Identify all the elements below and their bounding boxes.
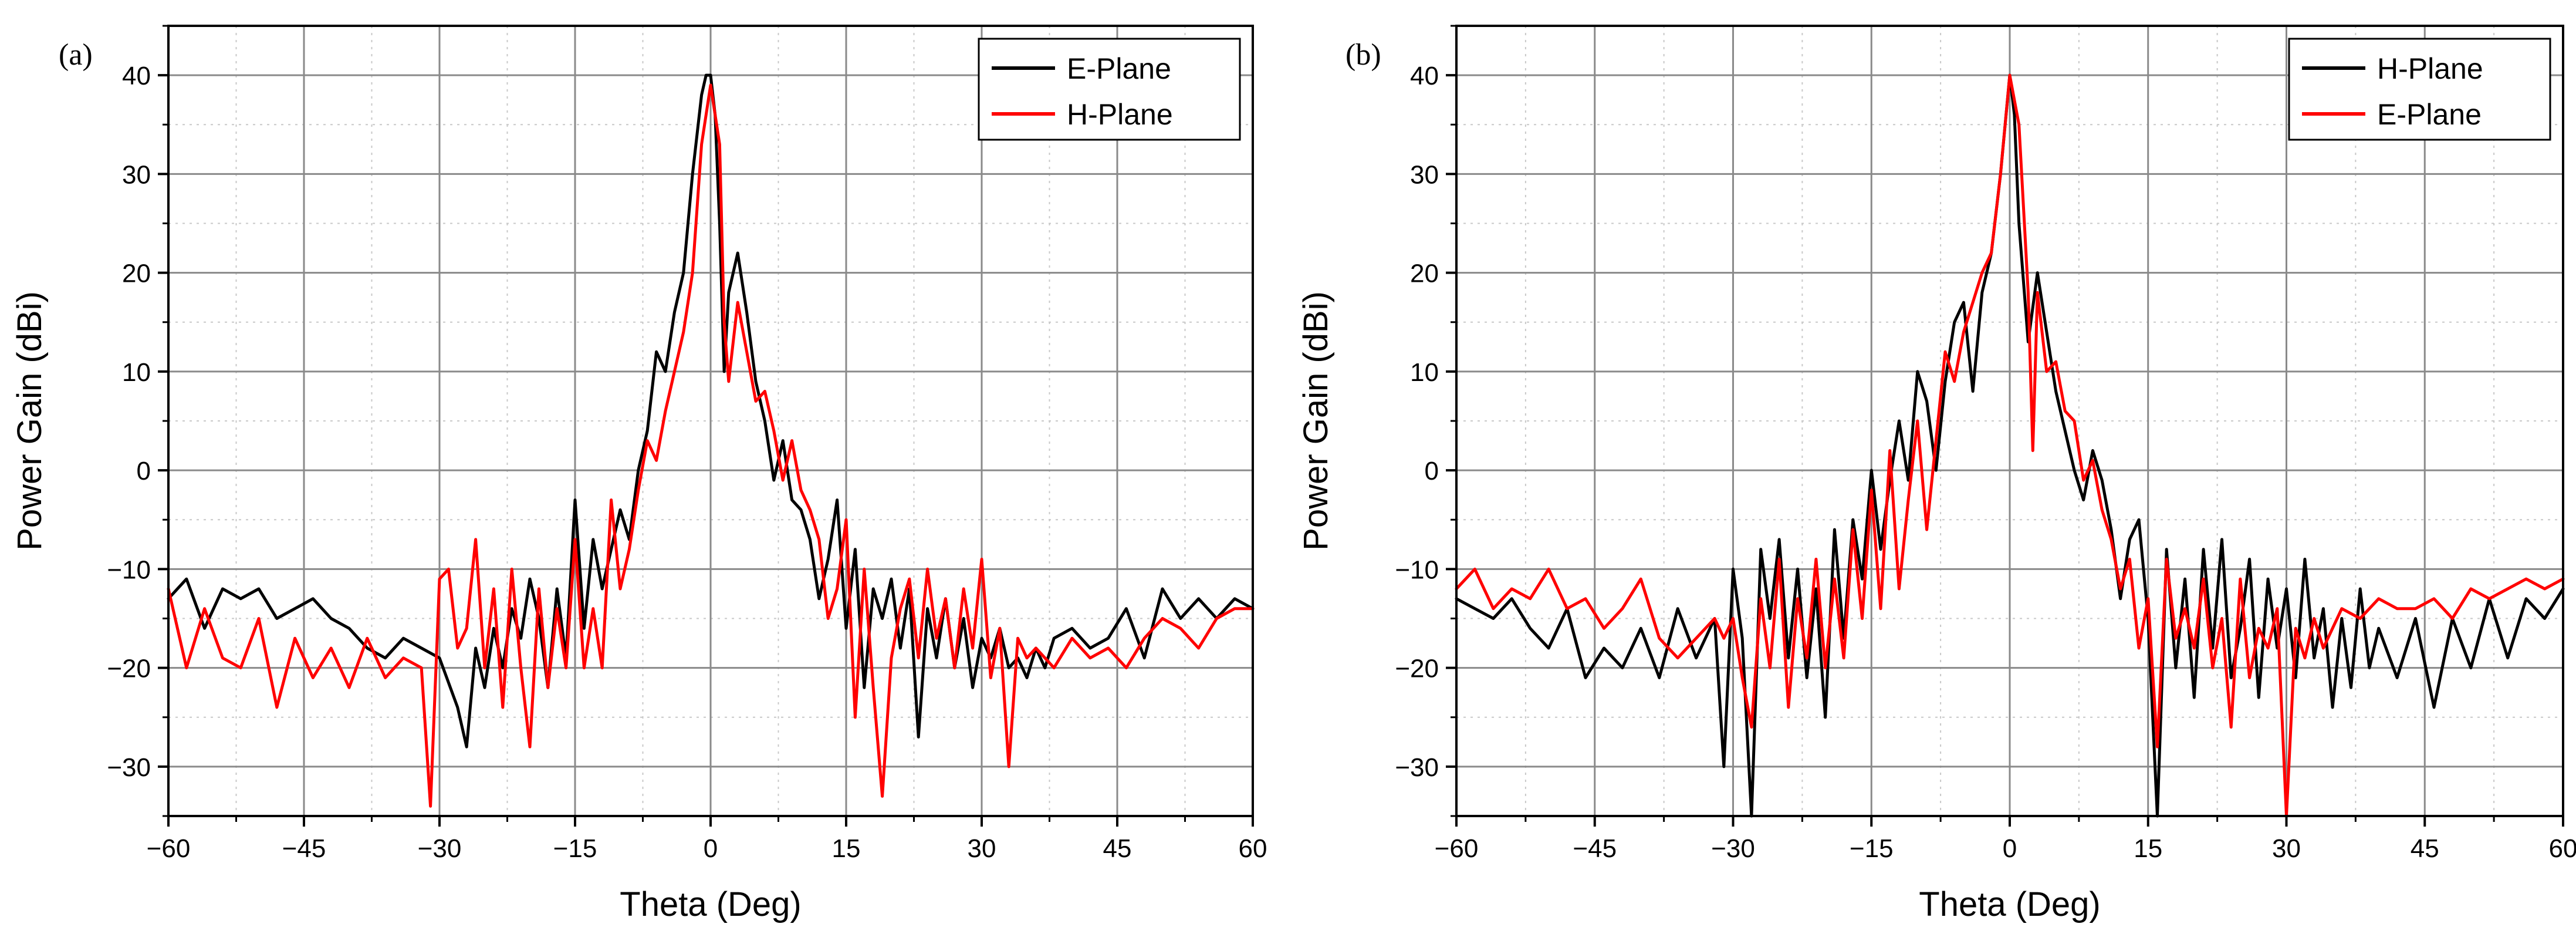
y-tick-label: −20 [1395, 655, 1439, 683]
x-tick-label: 30 [2272, 834, 2301, 863]
grid [1456, 25, 2563, 817]
legend-label-e-plane: E-Plane [2377, 98, 2482, 131]
y-axis-title: Power Gain (dBi) [1297, 291, 1335, 551]
legend-label-e-plane: E-Plane [1067, 52, 1171, 85]
y-tick-label: 30 [122, 160, 151, 189]
legend-label-h-plane: H-Plane [2377, 52, 2483, 85]
x-tick-label: −15 [553, 834, 597, 863]
x-tick-label: −45 [282, 834, 326, 863]
x-tick-label: 60 [2549, 834, 2576, 863]
series-line-h-plane [1455, 73, 2565, 818]
legend-label-h-plane: H-Plane [1067, 98, 1173, 131]
chart-panel-a: −60 −45 −30 −15 0 15 30 45 60 −30 −20 −10 0 10 20 30 40 T… [11, 25, 1267, 923]
panel-label: (b) [1346, 38, 1381, 72]
y-tick-label: 10 [122, 358, 151, 387]
x-axis-title: Theta (Deg) [1919, 885, 2100, 923]
y-tick-label: 20 [1410, 259, 1439, 288]
x-tick-label: −15 [1850, 834, 1894, 863]
x-tick-label: −60 [147, 834, 191, 863]
y-tick-label: 30 [1410, 160, 1439, 189]
series-line-e-plane [167, 73, 1255, 749]
x-tick-label: 0 [2003, 834, 2017, 863]
legend: H-Plane E-Plane [2288, 38, 2551, 141]
x-tick-label: −30 [1711, 834, 1755, 863]
x-tick-label: 0 [704, 834, 718, 863]
x-tick-label: 30 [968, 834, 996, 863]
legend-box [978, 38, 1241, 141]
x-tick-label: 45 [1103, 834, 1132, 863]
x-axis-title: Theta (Deg) [620, 885, 801, 923]
y-tick-label: −10 [1395, 555, 1439, 584]
x-tick-label: −60 [1435, 834, 1479, 863]
y-tick-label: 20 [122, 259, 151, 288]
y-axis-title: Power Gain (dBi) [11, 291, 49, 551]
chart-panel-b: −60 −45 −30 −15 0 15 30 45 60 −30 −20 −10 0 10 20 30 40 T… [1297, 25, 2576, 923]
x-tick-label: 45 [2411, 834, 2439, 863]
panel-label: (a) [59, 38, 93, 72]
x-tick-label: −30 [418, 834, 462, 863]
y-tick-label: 0 [1425, 457, 1439, 486]
y-tick-label: −10 [107, 555, 151, 584]
y-tick-label: 40 [122, 62, 151, 90]
x-tick-label: −45 [1573, 834, 1617, 863]
x-tick-label: 15 [2134, 834, 2162, 863]
x-tick-label: 60 [1239, 834, 1267, 863]
series-line-h-plane [167, 83, 1255, 808]
y-tick-label: 40 [1410, 62, 1439, 90]
y-tick-label: −30 [107, 753, 151, 782]
y-tick-label: 0 [137, 457, 151, 486]
grid [168, 25, 1253, 817]
y-tick-label: −30 [1395, 753, 1439, 782]
legend: E-Plane H-Plane [978, 38, 1241, 141]
x-tick-label: 15 [832, 834, 861, 863]
legend-box [2288, 38, 2551, 141]
y-tick-label: −20 [107, 655, 151, 683]
y-tick-label: 10 [1410, 358, 1439, 387]
series-line-e-plane [1455, 73, 2565, 818]
